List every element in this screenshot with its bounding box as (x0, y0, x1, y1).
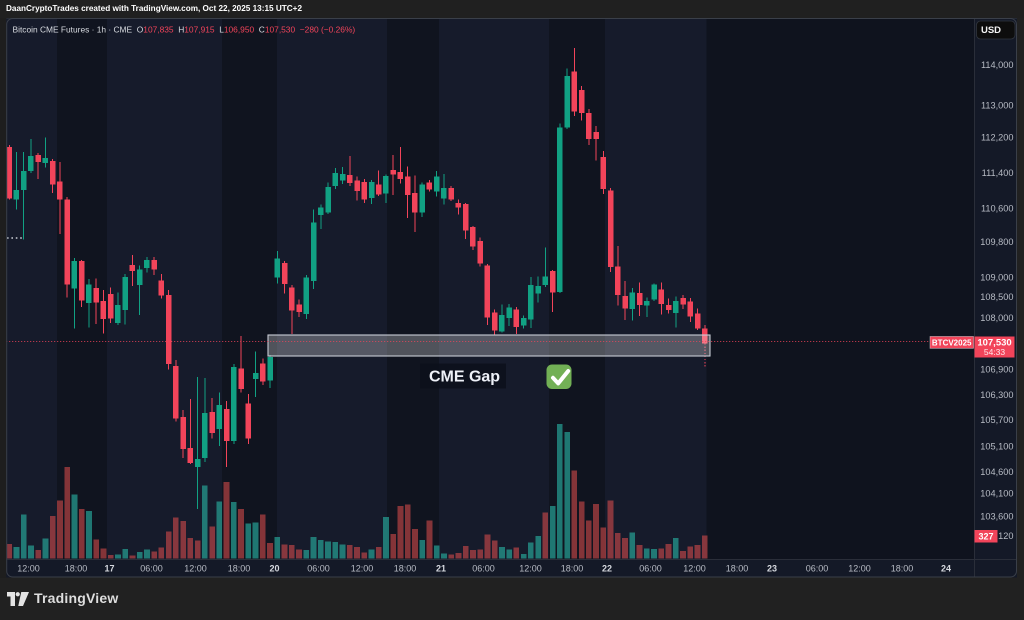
svg-text:12:00: 12:00 (519, 564, 542, 574)
svg-text:18:00: 18:00 (228, 564, 251, 574)
svg-text:112,200: 112,200 (981, 133, 1014, 143)
svg-text:106,900: 106,900 (980, 365, 1013, 375)
svg-text:12:00: 12:00 (683, 564, 706, 574)
svg-text:18:00: 18:00 (561, 564, 584, 574)
svg-text:18:00: 18:00 (65, 564, 88, 574)
svg-text:104,100: 104,100 (980, 489, 1013, 499)
svg-text:109,000: 109,000 (980, 273, 1013, 283)
svg-text:06:00: 06:00 (639, 564, 662, 574)
svg-text:327: 327 (978, 532, 993, 542)
svg-text:105,700: 105,700 (980, 415, 1013, 425)
svg-text:06:00: 06:00 (806, 564, 829, 574)
svg-text:06:00: 06:00 (472, 564, 495, 574)
svg-text:54:33: 54:33 (984, 347, 1006, 357)
svg-text:Bitcoin CME Futures · 1h · CME: Bitcoin CME Futures · 1h · CME O107,835 … (13, 25, 356, 35)
svg-text:06:00: 06:00 (307, 564, 330, 574)
svg-text:20: 20 (269, 564, 279, 574)
svg-text:104,600: 104,600 (980, 467, 1013, 477)
svg-text:06:00: 06:00 (140, 564, 163, 574)
svg-text:108,500: 108,500 (980, 292, 1013, 302)
svg-text:23: 23 (767, 564, 777, 574)
svg-text:108,000: 108,000 (980, 313, 1013, 323)
svg-text:17: 17 (104, 564, 114, 574)
svg-text:111,400: 111,400 (982, 168, 1014, 178)
svg-text:12:00: 12:00 (17, 564, 40, 574)
svg-text:BTCV2025: BTCV2025 (932, 339, 972, 348)
svg-text:18:00: 18:00 (394, 564, 417, 574)
svg-text:107,530: 107,530 (977, 338, 1011, 349)
svg-text:114,000: 114,000 (981, 60, 1014, 70)
svg-text:109,800: 109,800 (980, 237, 1013, 247)
svg-text:106,300: 106,300 (980, 390, 1013, 400)
svg-text:113,000: 113,000 (981, 101, 1014, 111)
svg-text:12:00: 12:00 (351, 564, 374, 574)
svg-text:110,600: 110,600 (981, 204, 1014, 214)
svg-text:18:00: 18:00 (726, 564, 749, 574)
svg-text:CME Gap: CME Gap (429, 369, 500, 386)
svg-text:12:00: 12:00 (184, 564, 207, 574)
svg-text:12:00: 12:00 (848, 564, 871, 574)
svg-text:USD: USD (981, 25, 1001, 36)
svg-text:22: 22 (602, 564, 612, 574)
svg-text:24: 24 (941, 564, 951, 574)
svg-text:103,600: 103,600 (980, 512, 1013, 522)
svg-text:18:00: 18:00 (891, 564, 914, 574)
svg-text:105,100: 105,100 (980, 442, 1013, 452)
svg-text:21: 21 (436, 564, 446, 574)
